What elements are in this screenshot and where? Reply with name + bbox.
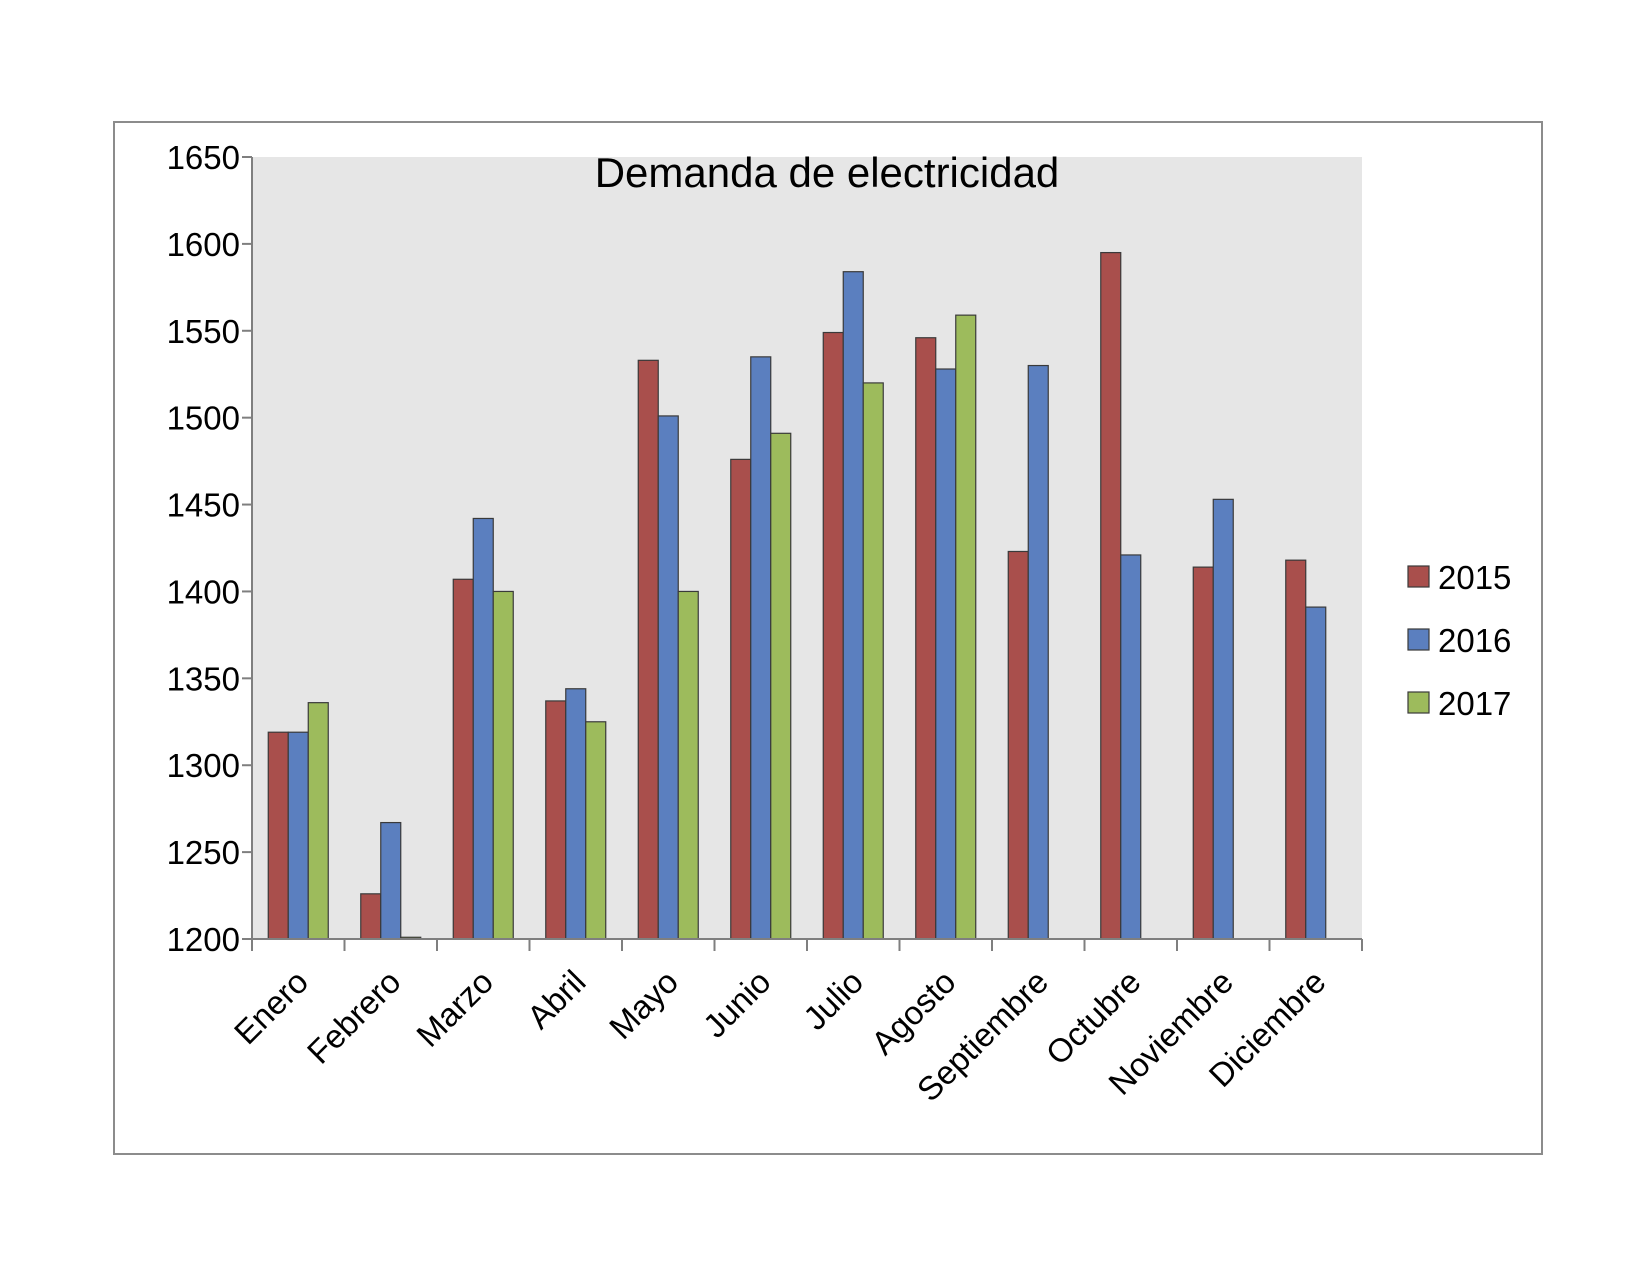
bar-2016-agosto bbox=[935, 368, 957, 940]
bar-2016-mayo bbox=[657, 415, 679, 940]
y-tick-label: 1200 bbox=[167, 921, 240, 958]
bar-2017-marzo bbox=[492, 590, 514, 940]
bar-2017-junio bbox=[770, 432, 792, 940]
x-category-label: Julio bbox=[796, 963, 870, 1037]
y-tick-label: 1400 bbox=[167, 573, 240, 610]
bar-2015-enero bbox=[267, 731, 289, 940]
y-tick-label: 1500 bbox=[167, 400, 240, 437]
y-tick-label: 1300 bbox=[167, 747, 240, 784]
bar-2015-septiembre bbox=[1007, 550, 1029, 940]
bar-2016-noviembre bbox=[1212, 498, 1234, 940]
bar-2015-diciembre bbox=[1285, 559, 1307, 940]
bar-2016-enero bbox=[287, 731, 309, 940]
bar-2015-junio bbox=[730, 458, 752, 940]
x-category-label: Mayo bbox=[602, 963, 685, 1046]
bar-2016-abril bbox=[565, 688, 587, 940]
y-axis-ticks: 1200 1250 1300 1350 1400 1450 1500 1550 1600 1650 bbox=[167, 139, 252, 958]
bar-2015-noviembre bbox=[1192, 566, 1214, 940]
x-category-label: Marzo bbox=[409, 963, 500, 1054]
x-category-label: Enero bbox=[227, 963, 315, 1051]
y-tick-label: 1600 bbox=[167, 226, 240, 263]
y-tick-label: 1350 bbox=[167, 660, 240, 697]
y-tick-label: 1450 bbox=[167, 487, 240, 524]
y-tick-label: 1550 bbox=[167, 313, 240, 350]
bar-2017-abril bbox=[585, 721, 607, 940]
y-tick-label: 1650 bbox=[167, 139, 240, 176]
bar-2016-diciembre bbox=[1305, 606, 1327, 940]
bar-2016-febrero bbox=[380, 821, 402, 940]
bar-2017-mayo bbox=[677, 590, 699, 940]
bar-2015-mayo bbox=[637, 359, 659, 940]
bar-2015-agosto bbox=[915, 337, 937, 940]
bar-2017-enero bbox=[307, 702, 329, 940]
bar-2015-marzo bbox=[452, 578, 474, 940]
bar-2016-marzo bbox=[472, 517, 494, 940]
bars-group bbox=[267, 251, 1327, 940]
legend-swatch-2015 bbox=[1407, 565, 1430, 588]
bar-2016-julio bbox=[842, 271, 864, 940]
x-category-label: Abril bbox=[520, 963, 593, 1036]
y-tick-label: 1250 bbox=[167, 834, 240, 871]
bar-2015-octubre bbox=[1100, 251, 1122, 940]
bar-2015-abril bbox=[545, 700, 567, 940]
bar-2017-julio bbox=[862, 382, 884, 940]
legend: 2015 2016 2017 bbox=[1407, 559, 1511, 722]
bar-2015-febrero bbox=[360, 893, 382, 940]
bar-2016-septiembre bbox=[1027, 364, 1049, 940]
x-category-label: Febrero bbox=[300, 963, 408, 1071]
x-category-label: Junio bbox=[696, 963, 778, 1045]
bar-2016-octubre bbox=[1120, 554, 1142, 940]
bar-2015-julio bbox=[822, 331, 844, 940]
bar-2017-agosto bbox=[955, 314, 977, 940]
chart-title: Demanda de electricidad bbox=[595, 149, 1060, 196]
legend-label-2017: 2017 bbox=[1438, 685, 1511, 722]
legend-label-2015: 2015 bbox=[1438, 559, 1511, 596]
bar-2016-junio bbox=[750, 356, 772, 940]
legend-swatch-2017 bbox=[1407, 691, 1430, 714]
plot-area bbox=[252, 157, 1362, 939]
legend-label-2016: 2016 bbox=[1438, 622, 1511, 659]
legend-swatch-2016 bbox=[1407, 628, 1430, 651]
